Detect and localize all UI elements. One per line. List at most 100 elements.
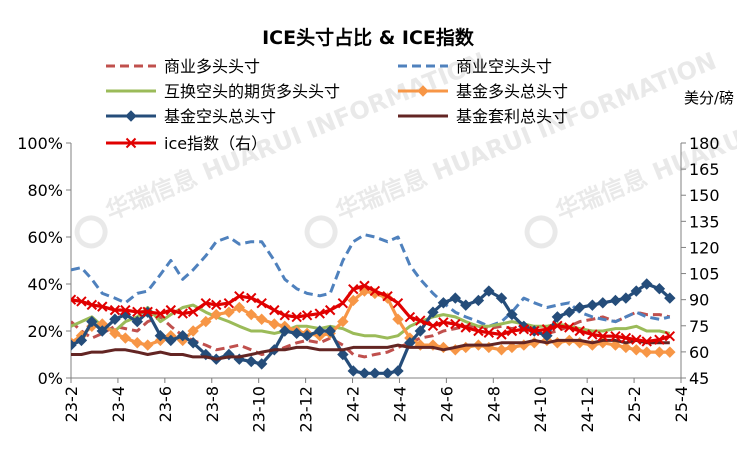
series-7-point-stroke-b [473, 325, 484, 337]
series-7-point-stroke-b [574, 325, 585, 337]
series-2 [71, 233, 671, 328]
series-5-point [290, 327, 303, 340]
series-7-point-stroke-b [641, 336, 652, 347]
y-right-tick-label: 105 [689, 265, 720, 284]
series-7-point-stroke-b [86, 299, 98, 311]
series-5-point [314, 325, 326, 337]
y-right-tick-label: 135 [689, 212, 720, 231]
series-7-point [109, 304, 121, 316]
watermark-logo-2: 华瑞信息 HUARUI INFORMATION [304, 47, 720, 249]
series-4-point [245, 308, 257, 321]
series-5-point [109, 313, 121, 325]
series-7-point-stroke-b [404, 311, 416, 323]
legend-label-5: 基金空头总头寸 [164, 107, 276, 126]
series-1 [71, 310, 671, 359]
series-7-point [223, 297, 235, 309]
legend-label-6: 基金套利总头寸 [456, 107, 568, 126]
legend-item-3: 互换空头的期货多头头寸 [106, 82, 340, 101]
watermark-text-main-1: 华瑞信息 HUARUI INFORMATION [102, 47, 491, 226]
series-5-point [392, 365, 404, 377]
y-left-tick-label: 100% [17, 134, 63, 153]
series-5-point [563, 306, 575, 318]
x-tick-label: 24-2 [344, 386, 363, 422]
series-5-point [586, 299, 599, 311]
series-7-point [541, 324, 553, 335]
series-5-point [245, 355, 257, 368]
chart-title: ICE头寸占比 & ICE指数 [262, 26, 475, 49]
series-4-point [187, 325, 199, 337]
series-7-point-stroke-b [324, 304, 336, 316]
series-7-point-stroke-b [120, 304, 131, 316]
y-right-tick-label: 60 [689, 343, 709, 362]
series-7-point [369, 285, 381, 297]
series-7-point [552, 320, 563, 331]
series-4-point [337, 315, 349, 328]
series-5-point [358, 367, 371, 378]
series-4-point [210, 308, 222, 321]
series-7-point [269, 304, 280, 316]
series-7-point [641, 336, 652, 347]
series-7-point [348, 284, 359, 295]
series-4-point [392, 313, 404, 325]
series-5-point [255, 358, 268, 370]
axes: 0% 20% 40% 60% 80% 100% 45 60 75 90 105 120 135 150 16… [17, 134, 719, 433]
legend-item-5: 基金空头总头寸 [106, 107, 276, 126]
series-7-point-stroke-b [132, 306, 143, 318]
series-7-point [279, 310, 290, 321]
series-7-point-stroke-b [450, 318, 461, 330]
series-7-point [664, 331, 676, 342]
series-7-point [211, 299, 222, 311]
series-7-point [620, 332, 632, 344]
series-4-point [233, 301, 246, 314]
series-7-point [506, 325, 518, 337]
legend-label-4: 基金多头总头寸 [456, 82, 568, 101]
series-7-point-stroke-b [200, 297, 212, 309]
series-7-point-stroke-b [529, 325, 540, 337]
series-7-point-stroke-b [223, 297, 235, 309]
series-7-point [415, 315, 426, 326]
series-7-point [564, 322, 575, 333]
legend-swatch-marker-4 [417, 85, 429, 97]
series-7-point [120, 304, 131, 316]
series-7-point-stroke-b [109, 304, 121, 316]
series-7-point-stroke-b [552, 320, 563, 331]
series-7-point [291, 311, 302, 323]
series-7-point-stroke-b [496, 329, 507, 340]
y-right-tick-label: 90 [689, 291, 709, 310]
series-5-point [653, 282, 666, 295]
series-7-point [574, 325, 585, 337]
series-7-point-stroke-b [382, 290, 393, 302]
series-5-point [664, 292, 676, 304]
series-4-point [620, 341, 632, 354]
series-5-point [337, 348, 349, 361]
series-7-point-stroke-b [97, 301, 108, 312]
legend-item-1: 商业多头头寸 [106, 57, 260, 76]
series-7-point-stroke-b [314, 308, 325, 319]
x-tick-label: 24-12 [578, 386, 597, 433]
series-5-point [347, 365, 359, 377]
series-4-point [653, 346, 666, 358]
series-7-point-stroke-a [71, 298, 77, 305]
series-5-point [165, 334, 177, 347]
series-7-point [587, 329, 598, 340]
series-5-point [131, 315, 143, 328]
series-7-point [518, 324, 530, 335]
series-7-point-stroke-b [246, 292, 257, 304]
series-5-point [75, 334, 88, 347]
series-7-point-stroke-b [256, 297, 267, 309]
series-5-point [187, 337, 199, 349]
series-7-point-stroke-b [142, 306, 153, 318]
legend-swatch-marker-5 [125, 110, 137, 122]
x-tick-label: 24-4 [390, 386, 409, 422]
series-7-point-stroke-b [187, 306, 199, 318]
series-7-point-stroke-b [564, 322, 575, 333]
series-7-point [132, 306, 143, 318]
y-right-tick-label: 150 [689, 186, 720, 205]
series-5 [71, 278, 676, 378]
series-4-point [268, 318, 281, 330]
series-5-point [86, 315, 98, 328]
series-4-point [142, 339, 154, 351]
series-7-point [142, 306, 153, 318]
series-7-point [654, 334, 665, 345]
